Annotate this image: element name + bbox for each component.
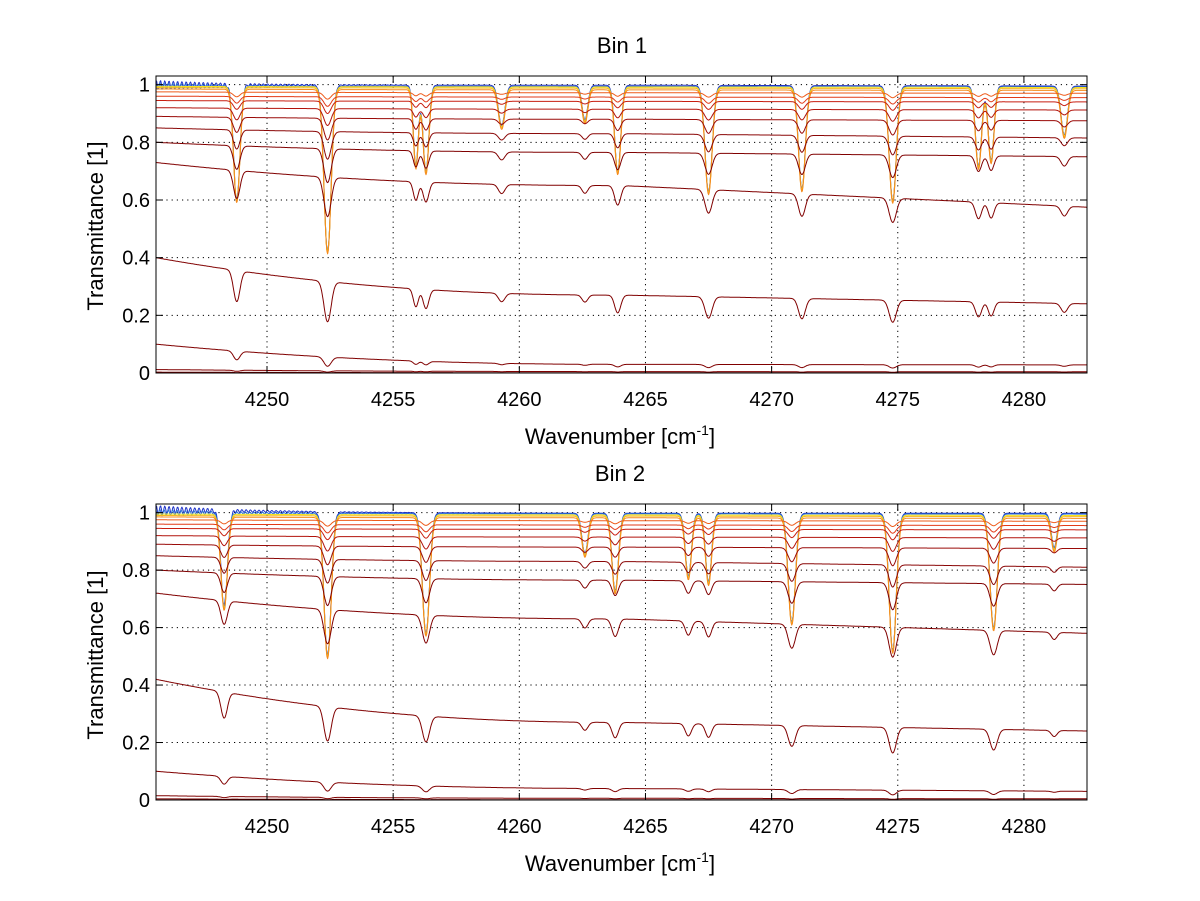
series-line-5 [156,519,1087,527]
chart-title: Bin 2 [595,461,645,486]
x-axis-label-end: ] [709,424,715,449]
x-tick-label: 4270 [749,389,794,411]
series-line-14 [156,343,1087,369]
x-tick-label: 4255 [371,389,416,411]
series-line-6 [156,523,1087,534]
series-line-8 [156,535,1087,552]
y-tick-label: 0.6 [122,618,150,640]
y-tick-label: 0.4 [122,675,150,697]
series-line-11 [155,141,1087,184]
x-tick-label: 4265 [623,816,668,838]
ticks: 4250 4255 4260 4265 4270 4275 4280 0 0.2 0.4 0.6 0.… [122,75,1087,411]
x-axis-label-superscript: -1 [697,849,710,865]
plot-frame [155,503,1088,801]
x-tick-label: 4250 [245,816,290,838]
chart-title: Bin 1 [597,33,647,58]
series-line-10 [156,127,1087,160]
x-tick-label: 4270 [749,816,794,838]
y-axis-label: Transmittance [1] [83,141,108,310]
y-tick-label: 0.8 [122,132,150,154]
series-line-13 [155,678,1087,754]
x-tick-label: 4250 [245,389,290,411]
x-tick-label: 4265 [623,389,668,411]
x-axis-label: Wavenumber [cm-1] [525,849,715,876]
x-axis-label-end: ] [709,851,715,876]
y-tick-label: 0.2 [122,733,150,755]
series-line-2 [156,85,1087,254]
plot-frame [155,75,1088,374]
chart-bin-1: Bin 1 Transmittance [1] Wavenumber [cm-1… [83,33,1088,449]
series-line-4 [156,516,1087,660]
x-tick-label: 4280 [1002,389,1047,411]
x-axis-label: Wavenumber [cm-1] [525,422,715,449]
y-tick-label: 0.2 [122,305,150,327]
series-line-10 [156,555,1087,588]
series-line-8 [156,107,1087,126]
y-tick-label: 0 [139,790,150,812]
series-line-9 [156,543,1087,567]
x-axis-label-text: Wavenumber [cm [525,851,697,876]
x-tick-label: 4255 [371,816,416,838]
y-tick-label: 0 [139,363,150,385]
x-tick-label: 4280 [1002,816,1047,838]
series-line-6 [156,95,1087,107]
series-line-13 [155,257,1087,323]
series-group [155,505,1088,801]
x-axis-label-text: Wavenumber [cm [525,424,697,449]
series-line-0 [155,80,1087,253]
chart-bin-2: Bin 2 Transmittance [1] Wavenumber [cm-1… [83,461,1088,876]
series-group [155,80,1087,374]
series-line-12 [155,162,1087,223]
series-line-15 [156,795,1088,800]
series-line-11 [156,569,1087,611]
y-tick-label: 0.4 [122,248,150,270]
series-line-7 [156,527,1087,541]
y-tick-label: 0.8 [122,560,150,582]
ticks: 4250 4255 4260 4265 4270 4275 4280 0 0.2 0.4 0.6 0.… [122,503,1087,838]
series-line-15 [156,369,1087,373]
x-tick-label: 4275 [876,816,921,838]
y-tick-label: 1 [139,75,150,97]
x-tick-label: 4275 [876,389,921,411]
y-axis-label: Transmittance [1] [83,570,108,739]
series-line-5 [156,91,1087,100]
series-line-7 [156,100,1087,114]
x-axis-label-superscript: -1 [697,422,710,438]
x-tick-label: 4260 [497,389,542,411]
series-line-12 [155,592,1087,658]
x-tick-label: 4260 [497,816,542,838]
series-line-14 [156,770,1087,796]
series-line-9 [156,115,1087,141]
series-line-4 [156,88,1087,255]
y-tick-label: 1 [139,503,150,525]
series-line-2 [156,513,1087,658]
y-tick-label: 0.6 [122,190,150,212]
